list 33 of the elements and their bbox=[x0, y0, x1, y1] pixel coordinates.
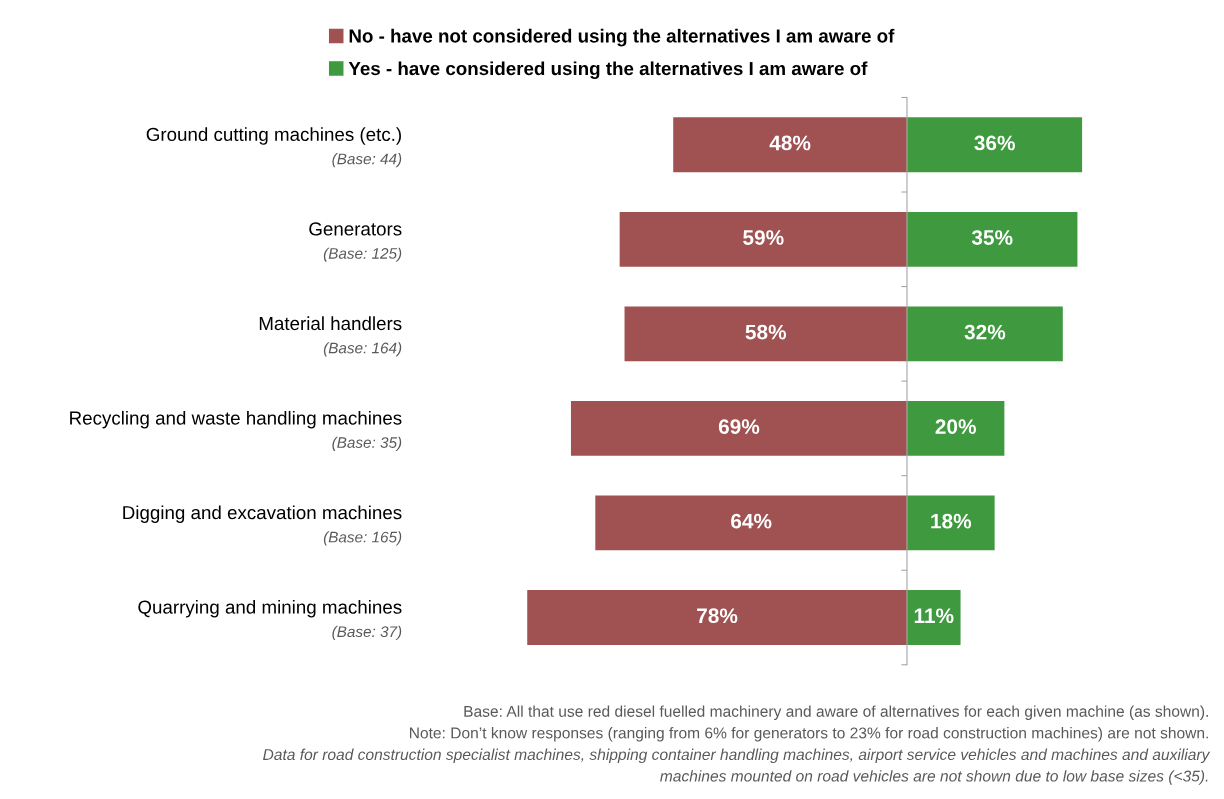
data-label: 69% bbox=[718, 419, 760, 434]
data-label: 59% bbox=[743, 230, 784, 245]
legend-label: Yes - have considered using the alternatives I am aware of bbox=[348, 61, 868, 79]
text: (Base: 125) bbox=[323, 247, 402, 262]
data-label: 35% bbox=[971, 230, 1013, 245]
data-label: 18% bbox=[931, 513, 972, 529]
text: (Base: 37) bbox=[332, 625, 402, 641]
legend-label: No - have not considered using the alternatives I am aware of bbox=[349, 28, 895, 47]
data-label: 20% bbox=[935, 419, 976, 434]
data-label: 11% bbox=[914, 608, 954, 624]
bar bbox=[906, 495, 995, 551]
data-label: 78% bbox=[697, 608, 738, 624]
y-tick-label: Generators bbox=[309, 222, 402, 236]
y-tick-label: Recycling and waste handling machines bbox=[70, 410, 402, 429]
text: (Base: 164) bbox=[323, 342, 402, 357]
text: machines mounted on road vehicles are not shown due to low base sizes (<35). bbox=[660, 770, 1208, 785]
text: (Base: 35) bbox=[332, 436, 402, 451]
data-label: 58% bbox=[745, 324, 787, 340]
text: (Base: 44) bbox=[332, 153, 402, 168]
bar bbox=[906, 590, 961, 645]
bar bbox=[906, 400, 1005, 456]
data-label: 32% bbox=[964, 324, 1006, 340]
text: Note: Don’t know responses (ranging from 6% for generators to 23% for road construction machines) are not shown. bbox=[410, 727, 1208, 742]
y-tick-label: Digging and excavation machines bbox=[123, 505, 402, 523]
y-tick-label: Material handlers bbox=[259, 316, 402, 331]
y-tick-label: Quarrying and mining machines bbox=[138, 600, 402, 618]
text: Data for road construction specialist machines, shipping container handling machines, airport service vehicles and machines and auxiliary bbox=[263, 748, 1211, 764]
text: Base: All that use red diesel fuelled machinery and aware of alternatives for each given machine (as shown). bbox=[464, 705, 1208, 720]
text: (Base: 165) bbox=[323, 531, 402, 546]
data-label: 36% bbox=[974, 135, 1015, 151]
data-label: 64% bbox=[731, 513, 772, 529]
y-tick-label: Ground cutting machines (etc.) bbox=[146, 127, 401, 145]
data-label: 48% bbox=[769, 135, 811, 151]
